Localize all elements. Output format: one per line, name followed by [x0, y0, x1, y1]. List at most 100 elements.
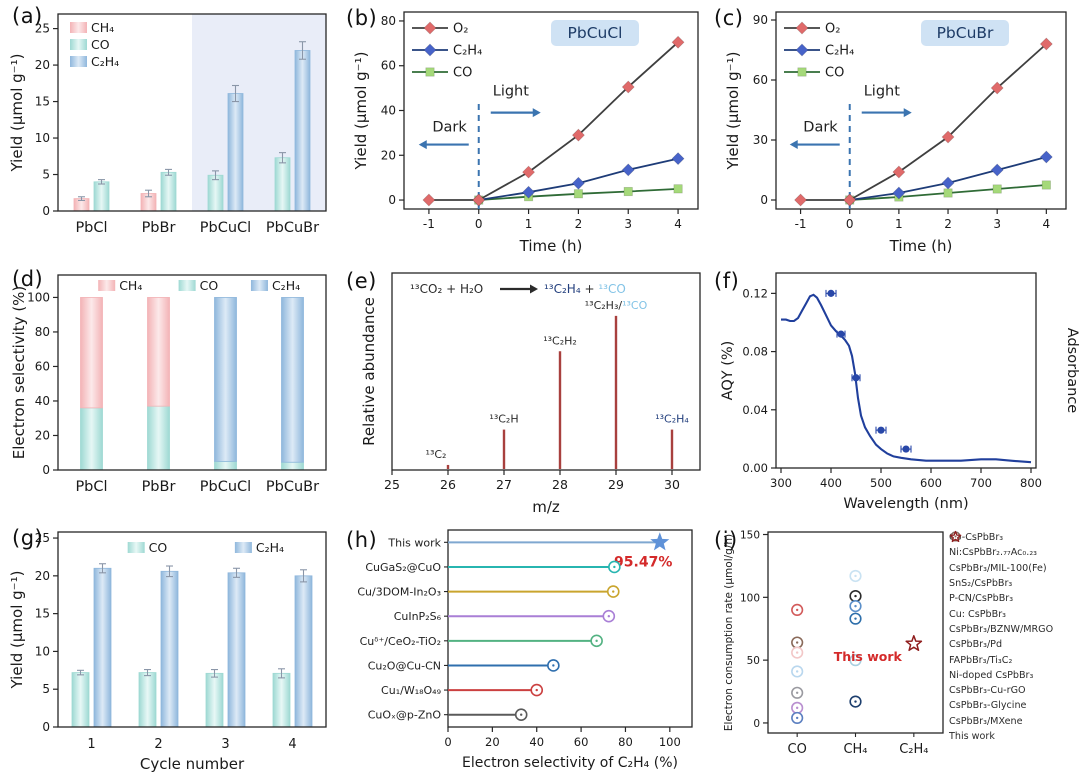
svg-text:C₂H₄: C₂H₄	[825, 44, 854, 59]
svg-text:CO: CO	[453, 66, 472, 81]
svg-text:¹³C₂H₃/¹³CO: ¹³C₂H₃/¹³CO	[585, 299, 648, 312]
svg-text:Adsorbance: Adsorbance	[1064, 328, 1080, 414]
legend-label: CsPbBr₃/Pd	[949, 639, 1003, 651]
legend-label: Cu: CsPbBr₃	[949, 608, 1007, 620]
legend-item: CsPbBr₃/BZNW/MRGO	[949, 531, 1079, 637]
svg-text:PbCuBr: PbCuBr	[266, 479, 319, 495]
svg-text:Relative abundance: Relative abundance	[360, 297, 378, 446]
panel-a: (a) PbCl PbBr PbCuCl PbCuBr 0 5 10 15 20 25 Yield …	[0, 0, 340, 259]
svg-text:25: 25	[35, 22, 50, 36]
svg-text:2: 2	[575, 217, 583, 231]
legend-label: CsPbBr₃/MIL-100(Fe)	[949, 562, 1047, 574]
svg-text:80: 80	[381, 14, 396, 28]
svg-text:C₂H₄: C₂H₄	[899, 742, 928, 757]
svg-text:CO: CO	[149, 540, 168, 555]
svg-text:40: 40	[35, 394, 50, 408]
svg-text:Cu₂O@Cu-CN: Cu₂O@Cu-CN	[368, 659, 441, 672]
panel-b: (b) 0 20 40 60 80 -1 0 1 2 3 4 Time (h) Yield (μmol …	[340, 0, 712, 259]
panel-c: (c) 0 30 60 90 -1 0 1 2 3 4 Time (h) Yield (μmol g⁻…	[712, 0, 1080, 259]
legend-item: CsPbBr₃/MXene	[949, 531, 1079, 729]
svg-text:-1: -1	[423, 217, 435, 231]
svg-text:95.47%: 95.47%	[614, 554, 672, 570]
svg-text:C₂H₄: C₂H₄	[272, 278, 300, 293]
panel-d: (d) PbCl PbBr PbCuCl PbCuBr 0 20 40 60 80 100 Elec…	[0, 259, 340, 518]
svg-text:This work: This work	[834, 649, 903, 664]
svg-text:Dark: Dark	[803, 119, 838, 135]
svg-text:4: 4	[288, 737, 296, 752]
svg-text:Yield (μmol g⁻¹): Yield (μmol g⁻¹)	[352, 52, 370, 171]
svg-text:100: 100	[740, 592, 760, 604]
svg-text:Electron consumption rate (μmo: Electron consumption rate (μmol/g/h)	[723, 534, 735, 731]
chart-c: 0 30 60 90 -1 0 1 2 3 4 Time (h) Yield (μmol g⁻¹) Li…	[724, 11, 1067, 255]
chart-d: PbCl PbBr PbCuCl PbCuBr 0 20 40 60 80 100Electron…	[10, 274, 327, 495]
svg-text:CO: CO	[200, 278, 219, 293]
svg-text:PbCuBr: PbCuBr	[937, 24, 994, 42]
legend-item: P-CN/CsPbBr₃	[949, 531, 1079, 606]
svg-text:600: 600	[920, 476, 942, 490]
panel-g: (g) 1 2 3 4 0 5 10 15 20 25 Cycle number Yield (μmo…	[0, 518, 340, 777]
svg-text:Cu/3DOM-In₂O₃: Cu/3DOM-In₂O₃	[357, 586, 441, 599]
svg-text:700: 700	[970, 476, 992, 490]
svg-text:0: 0	[846, 217, 854, 231]
svg-text:20: 20	[35, 569, 50, 583]
svg-text:Wavelength (nm): Wavelength (nm)	[843, 496, 968, 512]
svg-text:CO: CO	[91, 37, 110, 52]
svg-text:4: 4	[1043, 217, 1051, 231]
panel-label-i: (i)	[714, 528, 738, 552]
svg-text:100: 100	[659, 735, 681, 749]
svg-text:Cuᵟ⁺/CeO₂-TiO₂: Cuᵟ⁺/CeO₂-TiO₂	[360, 635, 441, 648]
svg-text:1: 1	[895, 217, 903, 231]
svg-text:60: 60	[574, 735, 589, 749]
svg-text:3: 3	[993, 217, 1001, 231]
svg-text:25: 25	[384, 477, 400, 492]
svg-text:60: 60	[753, 73, 768, 87]
svg-text:0: 0	[760, 193, 768, 207]
legend-item: SnS₂/CsPbBr₃	[949, 531, 1079, 591]
legend-label: Co-CsPbBr₃	[949, 532, 1004, 544]
svg-text:1: 1	[525, 217, 533, 231]
svg-text:10: 10	[35, 131, 50, 145]
svg-text:¹³C₂H: ¹³C₂H	[489, 413, 518, 426]
svg-text:0: 0	[42, 204, 50, 218]
svg-text:20: 20	[485, 735, 500, 749]
svg-text:150: 150	[740, 530, 760, 542]
svg-text:300: 300	[770, 476, 792, 490]
svg-text:2: 2	[944, 217, 952, 231]
legend-label: FAPbBr₃/Ti₃C₂	[949, 654, 1013, 666]
svg-text:3: 3	[221, 737, 229, 752]
legend-label: This work	[949, 731, 995, 742]
panel-label-c: (c)	[714, 6, 744, 30]
svg-text:CuGaS₂@CuO: CuGaS₂@CuO	[365, 561, 441, 574]
svg-text:15: 15	[35, 607, 50, 621]
svg-text:Yield (μmol g⁻¹): Yield (μmol g⁻¹)	[8, 571, 26, 690]
panel-label-b: (b)	[346, 6, 378, 30]
svg-text:This work: This work	[387, 536, 441, 549]
svg-text:CO: CO	[788, 742, 807, 757]
legend-label: P-CN/CsPbBr₃	[949, 593, 1014, 605]
svg-text:CuInP₂S₆: CuInP₂S₆	[394, 610, 442, 623]
legend-label: Ni-doped CsPbBr₃	[949, 669, 1034, 681]
svg-text:1: 1	[87, 737, 95, 752]
svg-text:¹³C₂H₄ + ¹³CO: ¹³C₂H₄ + ¹³CO	[544, 282, 626, 296]
legend-item: FAPbBr₃/Ti₃C₂	[949, 531, 1079, 667]
legend-item: Ni:CsPbBr₂.₇₇Ac₀.₂₃	[949, 531, 1079, 560]
legend-i: Co-CsPbBr₃ Ni:CsPbBr₂.₇₇Ac₀.₂₃ CsPbBr₃/MIL…	[949, 530, 1079, 744]
panel-label-e: (e)	[346, 269, 377, 293]
legend-item: This work	[949, 530, 1079, 744]
svg-text:PbBr: PbBr	[142, 220, 176, 236]
svg-text:800: 800	[1020, 476, 1042, 490]
svg-text:0: 0	[42, 463, 50, 477]
svg-text:0: 0	[753, 718, 760, 730]
panel-i: (i) 0 50 100 150 Electron consumption rate (…	[712, 518, 1080, 777]
svg-text:PbCl: PbCl	[75, 479, 107, 495]
svg-text:0.04: 0.04	[742, 403, 768, 417]
svg-text:20: 20	[35, 428, 50, 442]
svg-text:0: 0	[444, 735, 451, 749]
legend-label: CsPbBr₃-Cu-rGO	[949, 685, 1026, 697]
svg-text:20: 20	[35, 58, 50, 72]
svg-text:Electron selectivity (%): Electron selectivity (%)	[10, 286, 28, 460]
svg-text:O₂: O₂	[825, 22, 840, 37]
svg-text:60: 60	[381, 59, 396, 73]
svg-text:0: 0	[42, 720, 50, 734]
